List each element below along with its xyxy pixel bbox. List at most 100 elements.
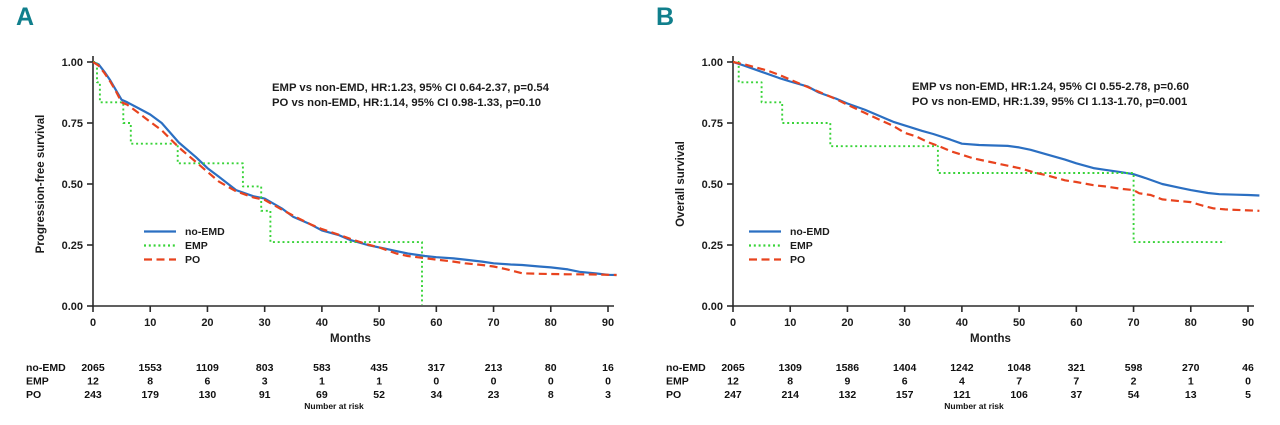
x-tick-label: 30 [899, 317, 911, 329]
x-axis-title: Months [970, 333, 1011, 345]
hr-annotation-line: EMP vs non-EMD, HR:1.24, 95% CI 0.55-2.7… [912, 81, 1189, 93]
risk-value: 91 [259, 389, 271, 401]
risk-value: 1048 [1007, 362, 1031, 374]
risk-value: 1 [1188, 376, 1194, 388]
x-tick-label: 0 [90, 317, 96, 329]
legend-label-PO: PO [790, 254, 805, 266]
panel-a: A 0.00 0.25 0.50 0.75 1.00 0 10 20 30 40 50 60 70 80 9… [16, 3, 617, 411]
risk-row-label: EMP [26, 376, 49, 388]
curve-no-EMD [92, 60, 617, 277]
legend-label-no-EMD: no-EMD [790, 226, 830, 238]
y-tick-label: 0.50 [62, 179, 83, 191]
y-tick-label: 1.00 [62, 57, 83, 69]
risk-value: 213 [485, 362, 503, 374]
panel-b-chart: 0.000.250.500.751.000 10 20 30 40 50 60 70 80 90M… [666, 56, 1260, 411]
x-tick-label: 10 [784, 317, 796, 329]
x-tick-label: 80 [1185, 317, 1197, 329]
risk-value: 12 [727, 376, 739, 388]
legend-label-EMP: EMP [185, 240, 208, 252]
risk-row-label: no-EMD [26, 362, 66, 374]
risk-value: 583 [313, 362, 331, 374]
x-tick-label: 90 [602, 317, 614, 329]
risk-value: 54 [1128, 389, 1140, 401]
y-axis-title: Overall survival [675, 141, 687, 227]
risk-table-caption: Number at risk [944, 401, 1004, 411]
risk-value: 52 [373, 389, 385, 401]
x-tick-label: 30 [259, 317, 271, 329]
x-tick-label: 60 [1070, 317, 1082, 329]
risk-value: 12 [87, 376, 99, 388]
x-tick-label: 70 [1127, 317, 1139, 329]
x-tick-label: 80 [545, 317, 557, 329]
risk-value: 1586 [836, 362, 860, 374]
y-axis-title: Progression-free survival [35, 115, 47, 254]
panel-a-chart: 0.000.250.500.751.000 10 20 30 40 50 60 70 80 90M… [26, 56, 617, 411]
risk-value: 0 [1245, 376, 1251, 388]
risk-row-label: PO [26, 389, 41, 401]
risk-value: 34 [430, 389, 442, 401]
risk-value: 6 [205, 376, 211, 388]
risk-value: 16 [602, 362, 614, 374]
risk-value: 7 [1016, 376, 1022, 388]
panel-a-letter: A [16, 3, 35, 31]
legend-label-EMP: EMP [790, 240, 813, 252]
legend-label-PO: PO [185, 254, 200, 266]
x-tick-label: 40 [956, 317, 968, 329]
risk-value: 0 [491, 376, 497, 388]
risk-value: 0 [433, 376, 439, 388]
risk-value: 37 [1070, 389, 1082, 401]
risk-value: 0 [548, 376, 554, 388]
risk-value: 8 [787, 376, 793, 388]
risk-value: 598 [1125, 362, 1143, 374]
risk-value: 317 [428, 362, 446, 374]
risk-value: 0 [605, 376, 611, 388]
hr-annotation-line: PO vs non-EMD, HR:1.39, 95% CI 1.13-1.70… [912, 96, 1187, 108]
risk-value: 435 [370, 362, 388, 374]
panel-b: B 0.00 0.25 0.50 0.75 1.00 0 10 20 30 40 50 60 70 80 9… [640, 0, 1280, 425]
y-tick-label: 1.00 [702, 57, 723, 69]
risk-value: 1 [376, 376, 382, 388]
risk-value: 4 [959, 376, 965, 388]
curve-PO [732, 60, 1260, 212]
risk-value: 1 [319, 376, 325, 388]
risk-row-label: EMP [666, 376, 689, 388]
risk-value: 5 [1245, 389, 1251, 401]
risk-value: 132 [839, 389, 857, 401]
y-tick-label: 0.00 [702, 301, 723, 313]
x-tick-label: 50 [373, 317, 385, 329]
y-tick-label: 0.50 [702, 179, 723, 191]
risk-value: 247 [724, 389, 742, 401]
x-tick-label: 60 [430, 317, 442, 329]
x-tick-label: 10 [144, 317, 156, 329]
y-tick-label: 0.25 [62, 240, 83, 252]
risk-value: 1309 [779, 362, 803, 374]
risk-value: 46 [1242, 362, 1254, 374]
x-axis-title: Months [330, 333, 371, 345]
risk-value: 6 [902, 376, 908, 388]
risk-value: 8 [147, 376, 153, 388]
x-tick-label: 90 [1242, 317, 1254, 329]
risk-value: 1242 [950, 362, 974, 374]
risk-value: 2065 [81, 362, 105, 374]
risk-value: 243 [84, 389, 102, 401]
panel-b-letter: B [656, 3, 675, 31]
risk-value: 803 [256, 362, 274, 374]
risk-value: 179 [141, 389, 159, 401]
risk-value: 2065 [721, 362, 745, 374]
y-tick-label: 0.75 [62, 118, 83, 130]
risk-value: 121 [953, 389, 971, 401]
risk-value: 270 [1182, 362, 1200, 374]
legend-label-no-EMD: no-EMD [185, 226, 225, 238]
curve-EMP [733, 61, 1226, 244]
x-tick-label: 50 [1013, 317, 1025, 329]
risk-value: 1404 [893, 362, 917, 374]
risk-value: 130 [199, 389, 217, 401]
hr-annotation-line: EMP vs non-EMD, HR:1.23, 95% CI 0.64-2.3… [272, 82, 550, 94]
y-tick-label: 0.00 [62, 301, 83, 313]
risk-row-label: PO [666, 389, 681, 401]
risk-row-label: no-EMD [666, 362, 706, 374]
x-tick-label: 20 [201, 317, 213, 329]
x-tick-label: 70 [487, 317, 499, 329]
risk-value: 13 [1185, 389, 1197, 401]
